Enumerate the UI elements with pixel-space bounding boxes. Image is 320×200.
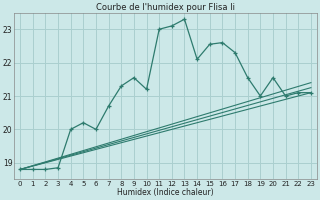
X-axis label: Humidex (Indice chaleur): Humidex (Indice chaleur)	[117, 188, 214, 197]
Title: Courbe de l'humidex pour Flisa Ii: Courbe de l'humidex pour Flisa Ii	[96, 3, 235, 12]
